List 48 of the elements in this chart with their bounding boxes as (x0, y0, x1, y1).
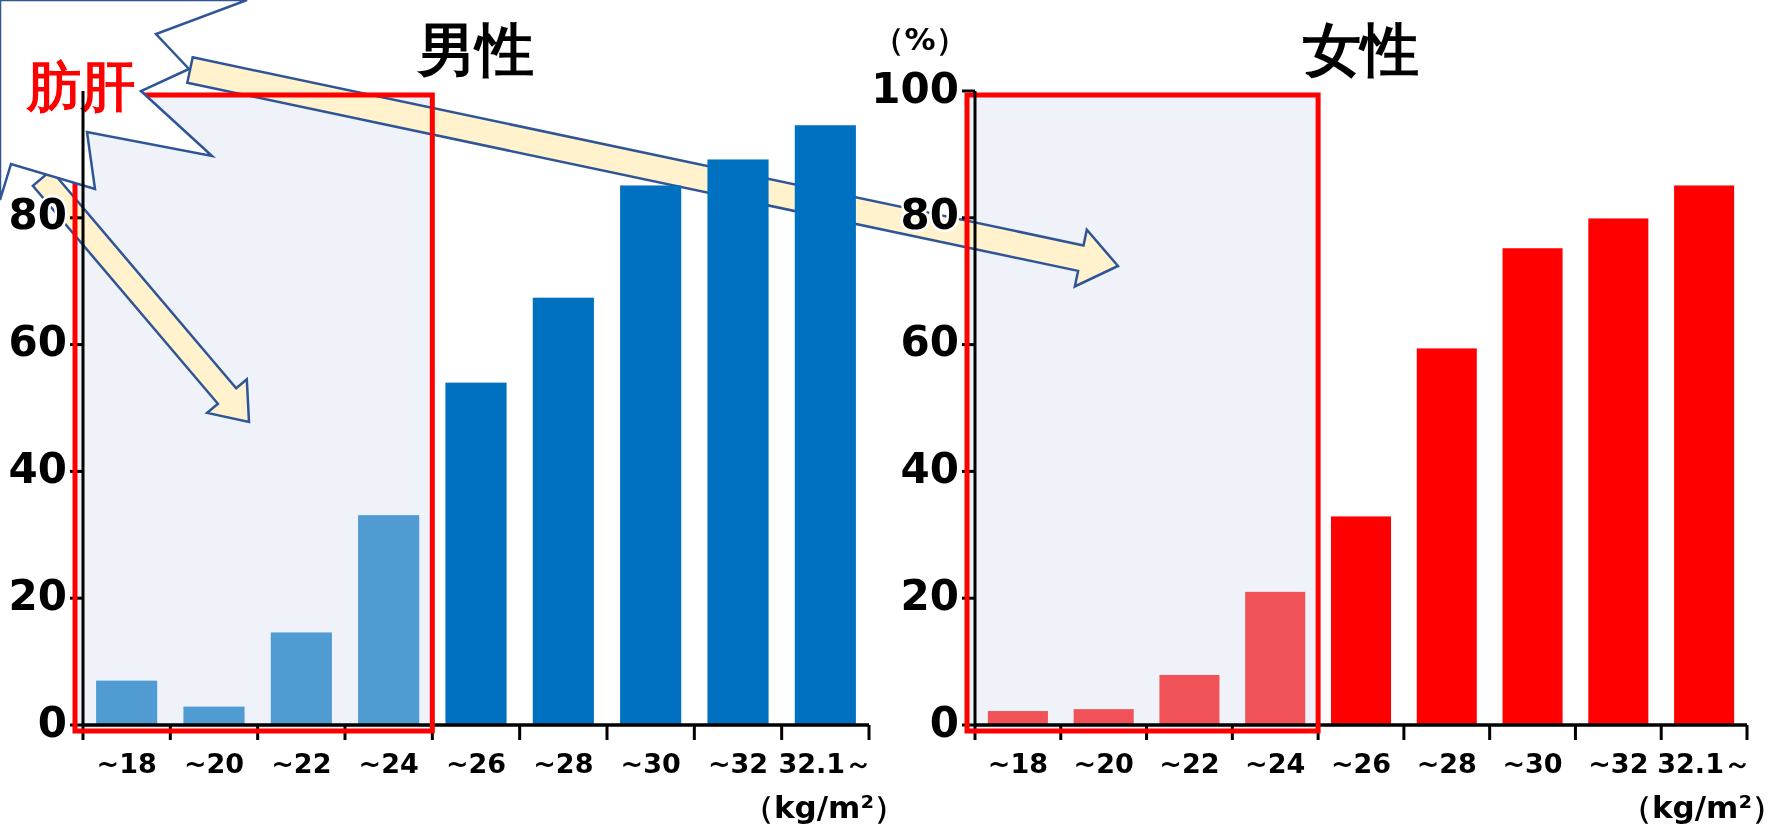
x-tick-label: ~32 (1588, 748, 1649, 779)
x-axis-title: （kg/m²） (1620, 789, 1783, 825)
x-tick-label: ~20 (1073, 748, 1134, 779)
x-tick-label: 32.1～ (1657, 748, 1751, 779)
y-tick-label: 40 (8, 443, 67, 493)
bar (1674, 185, 1735, 725)
bar (707, 159, 769, 725)
y-tick-label: 20 (8, 570, 67, 620)
y-tick-label: 40 (900, 443, 959, 493)
x-tick-label: ~22 (1159, 748, 1220, 779)
y-tick-label: 0 (37, 697, 67, 747)
y-tick-label: 60 (900, 317, 959, 367)
annotation: 肪肝 (25, 55, 135, 118)
chart-title: 女性 (1302, 16, 1419, 84)
bar (270, 632, 332, 725)
bar (532, 297, 594, 725)
bar (1245, 591, 1306, 725)
bar (1588, 218, 1649, 725)
x-tick-label: ~24 (358, 748, 419, 779)
x-tick-label: ~26 (445, 748, 507, 779)
y-tick-label: 0 (929, 697, 959, 747)
y-tick-label: 100 (871, 63, 959, 113)
x-tick-label: ~28 (1416, 748, 1477, 779)
bar (358, 515, 420, 725)
bar (794, 125, 856, 725)
y-axis-title: （%） (873, 21, 967, 57)
bar (1330, 516, 1392, 725)
bar (96, 680, 158, 725)
x-tick-label: ~26 (1330, 748, 1392, 779)
x-tick-label: ~20 (183, 748, 245, 779)
y-tick-label: 20 (900, 570, 959, 620)
x-tick-label: ~18 (96, 748, 157, 779)
bar (1416, 348, 1477, 725)
x-tick-label: ~28 (533, 748, 594, 779)
y-tick-label: 60 (8, 317, 67, 367)
x-axis-title: （kg/m²） (742, 789, 905, 825)
x-tick-label: ~30 (620, 748, 681, 779)
x-tick-label: ~30 (1502, 748, 1563, 779)
x-tick-label: ~22 (271, 748, 332, 779)
bar (1502, 248, 1563, 725)
x-tick-label: ~18 (987, 748, 1048, 779)
bar (445, 382, 507, 725)
bar (620, 185, 682, 725)
x-tick-label: 32.1～ (778, 748, 873, 779)
x-tick-label: ~24 (1245, 748, 1306, 779)
chart-title: 男性 (416, 16, 534, 84)
bar (1159, 674, 1220, 725)
x-tick-label: ~32 (707, 748, 769, 779)
